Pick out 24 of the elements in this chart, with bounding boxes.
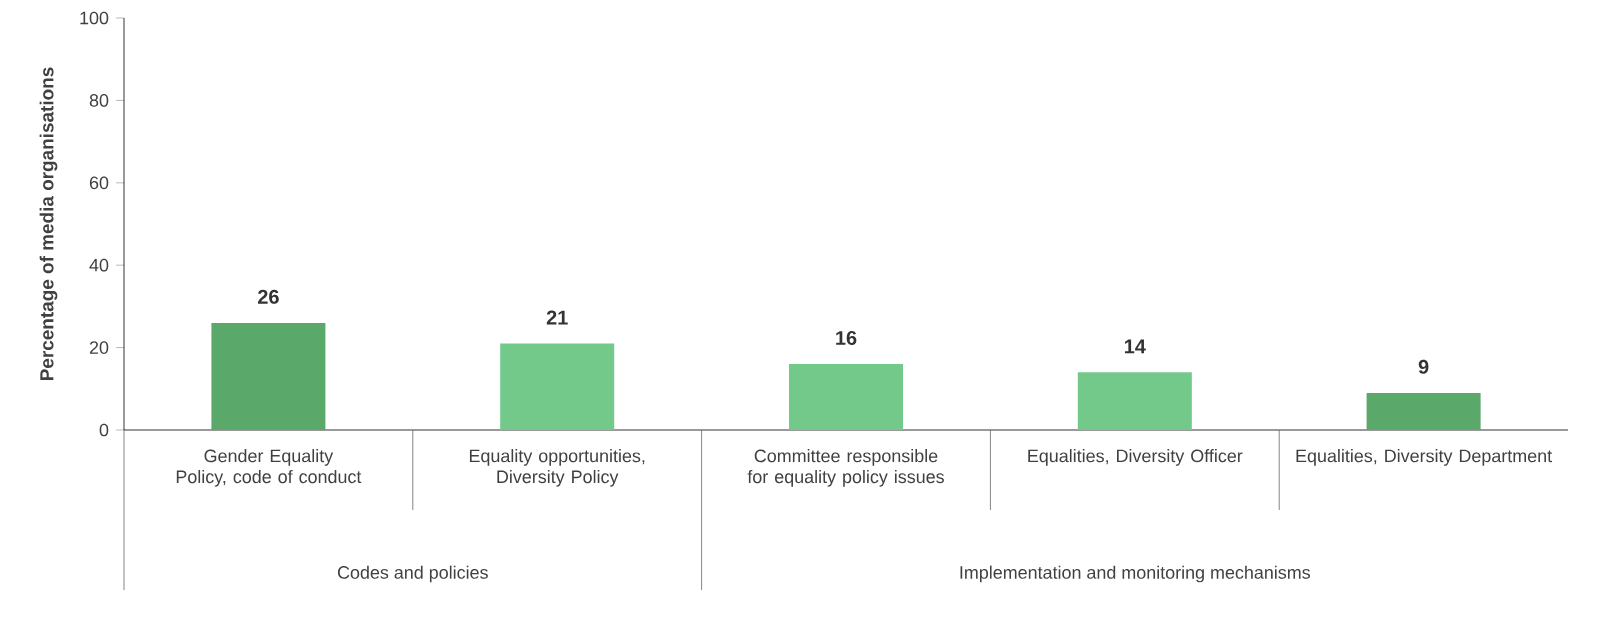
x-tick-label: Equalities, Diversity Officer: [1028, 449, 1243, 466]
data-label: 9: [1418, 359, 1429, 374]
bar: [211, 322, 326, 430]
x-tick-label: Equalities, Diversity Department: [1296, 449, 1552, 466]
y-tick-label: 40: [89, 258, 109, 272]
text: Codes and policies: [337, 565, 488, 583]
x-tick-label: Equality opportunities, Diversity Policy: [469, 449, 645, 487]
data-label: 26: [258, 289, 279, 304]
bar: [500, 343, 615, 430]
bar: [1077, 372, 1192, 430]
text: Implementation and monitoring mechanisms: [960, 565, 1311, 583]
y-tick-label: 20: [89, 341, 109, 354]
x-tick-label: Gender Equality Policy, code of conduct: [176, 449, 362, 487]
data-label: 21: [546, 310, 568, 325]
data-label: 16: [836, 330, 857, 346]
y-tick-label: 0: [99, 423, 109, 437]
bar: [1366, 392, 1481, 430]
y-axis-title: Percentage of media organisations: [39, 67, 58, 380]
y-tick-label: 60: [89, 176, 109, 190]
y-tick-label: 100: [80, 11, 109, 25]
x-tick-label: Committee responsible for equality policy issues: [747, 449, 944, 487]
y-tick-label: 80: [89, 94, 109, 107]
data-label: 14: [1124, 339, 1146, 354]
bar: [789, 364, 903, 430]
